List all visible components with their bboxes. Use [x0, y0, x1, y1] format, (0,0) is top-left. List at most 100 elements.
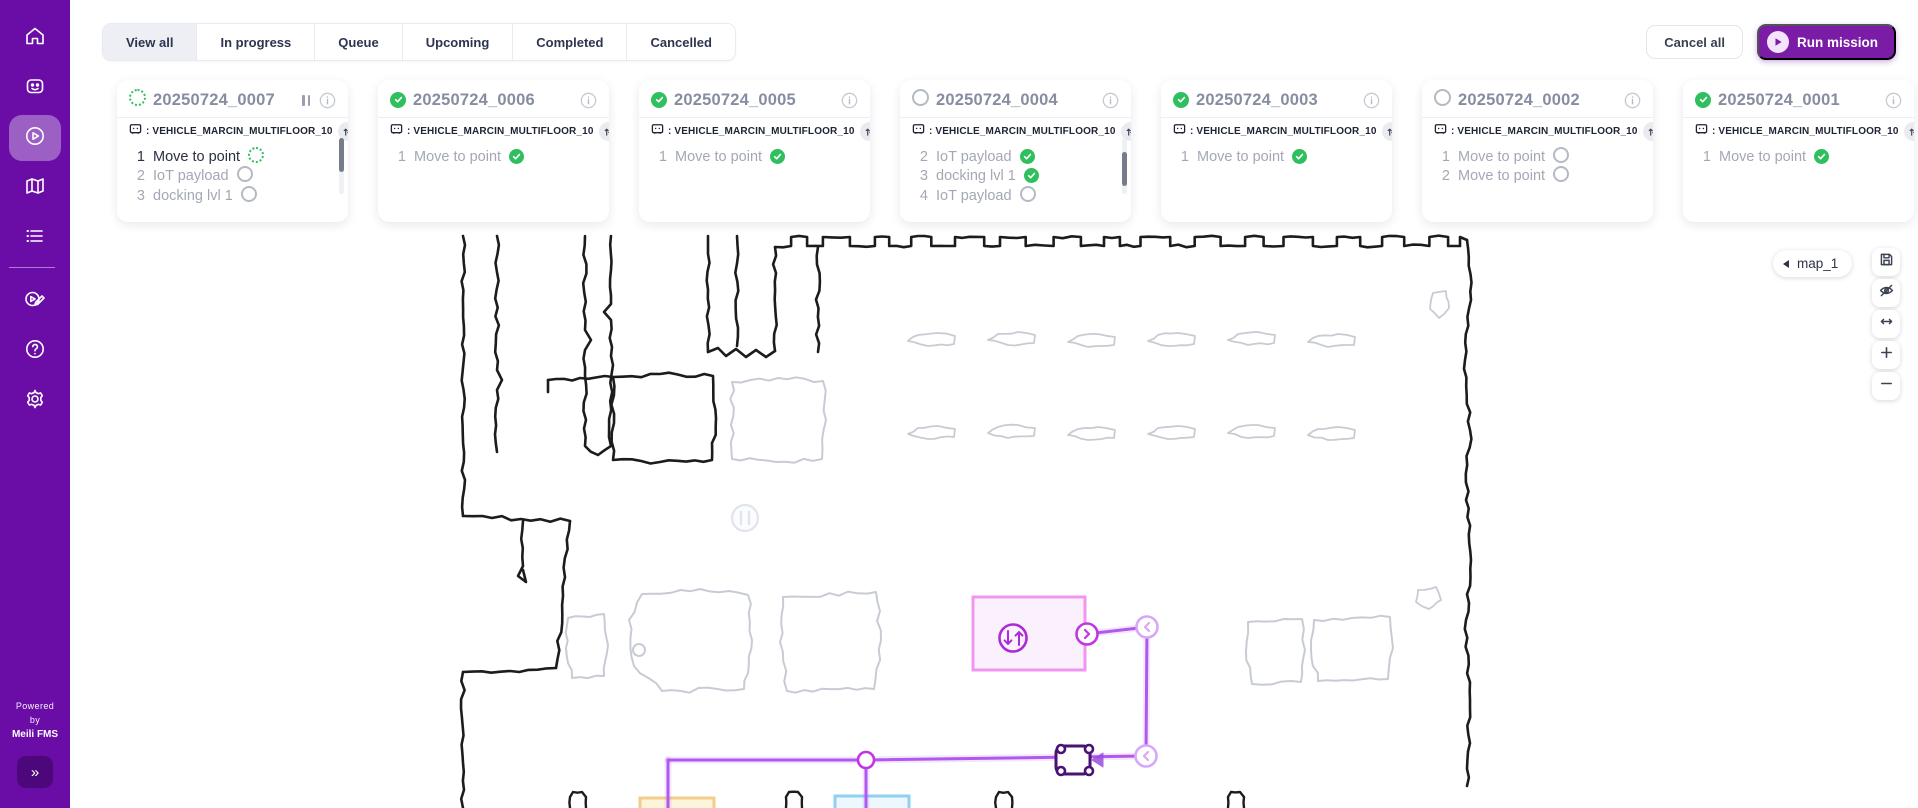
mission-status-icon	[912, 89, 929, 111]
map-zones[interactable]	[638, 794, 911, 808]
mission-step: 1 Move to point	[657, 147, 858, 167]
map-furniture	[564, 290, 1450, 694]
mission-steps-list: 1 Move to point	[1695, 147, 1902, 167]
mission-steps-list: 1 Move to point 2 IoT payload 3 docking …	[129, 146, 336, 206]
step-label: Move to point	[1719, 148, 1807, 165]
sidebar-expand-button[interactable]: »	[17, 756, 53, 788]
map-tool-save[interactable]	[1872, 248, 1900, 276]
info-icon[interactable]	[1102, 92, 1119, 109]
vehicle-icon	[129, 122, 142, 140]
step-label: IoT payload	[936, 187, 1012, 204]
vehicle-icon	[1695, 122, 1708, 140]
sidebar-item-home[interactable]	[9, 15, 61, 61]
reorder-badge-icon[interactable]	[599, 122, 609, 141]
mission-status-icon	[1434, 89, 1451, 111]
help-icon	[23, 337, 47, 366]
step-status-icon	[240, 185, 257, 206]
mission-card[interactable]: 20250724_0003 : VEHICLE_MARCIN_MULTIFLOO…	[1161, 80, 1392, 222]
step-status-icon	[509, 148, 525, 165]
reorder-badge-icon[interactable]	[1382, 122, 1392, 141]
path-node[interactable]	[1075, 622, 1099, 646]
reorder-badge-icon[interactable]	[338, 122, 348, 141]
reorder-badge-icon[interactable]	[860, 122, 870, 141]
info-icon[interactable]	[1363, 92, 1380, 109]
elevator-zone[interactable]	[971, 595, 1087, 672]
path-node[interactable]	[1135, 615, 1159, 639]
map-selector-button[interactable]: map_1	[1773, 250, 1853, 277]
step-status-icon	[1292, 148, 1308, 165]
reorder-badge-icon[interactable]	[1904, 122, 1914, 141]
sidebar-item-logs[interactable]	[9, 215, 61, 261]
vehicle-icon	[1434, 122, 1447, 140]
tab-completed[interactable]: Completed	[512, 24, 627, 60]
zone-orange	[638, 796, 716, 808]
tab-queue[interactable]: Queue	[314, 24, 402, 60]
sidebar-item-missions[interactable]	[9, 115, 61, 161]
robot-marker[interactable]	[1054, 743, 1104, 777]
mission-status-icon	[390, 91, 406, 109]
mission-card[interactable]: 20250724_0005 : VEHICLE_MARCIN_MULTIFLOO…	[639, 80, 870, 222]
tab-cancelled[interactable]: Cancelled	[626, 24, 735, 60]
step-label: Move to point	[1458, 148, 1546, 165]
card-scrollbar[interactable]	[339, 138, 344, 194]
sidebar-item-settings[interactable]	[9, 378, 61, 424]
step-number: 3	[136, 187, 145, 204]
vehicle-name: : VEHICLE_MARCIN_MULTIFLOOR_10	[146, 125, 333, 137]
tab-upcoming[interactable]: Upcoming	[401, 24, 513, 60]
path-node[interactable]	[1134, 744, 1158, 768]
sidebar-item-help[interactable]	[9, 328, 61, 374]
mission-card[interactable]: 20250724_0001 : VEHICLE_MARCIN_MULTIFLOO…	[1683, 80, 1914, 222]
pause-icon[interactable]	[302, 94, 310, 106]
sidebar-item-mission-recorder[interactable]	[9, 278, 61, 324]
mission-step: 2 IoT payload	[918, 147, 1119, 167]
map-tool-eye-off[interactable]	[1872, 279, 1900, 307]
info-icon[interactable]	[319, 92, 336, 109]
reorder-badge-icon[interactable]	[1121, 122, 1131, 141]
mission-steps-list: 1 Move to point	[1173, 147, 1380, 167]
play-circle-icon	[23, 124, 47, 153]
map-toolbar	[1872, 248, 1900, 400]
step-number: 1	[397, 148, 406, 165]
map-tool-fit-width[interactable]	[1872, 310, 1900, 338]
step-number: 2	[919, 148, 928, 165]
reorder-badge-icon[interactable]	[1643, 122, 1653, 141]
info-icon[interactable]	[580, 92, 597, 109]
mission-id: 20250724_0007	[153, 90, 275, 109]
play-icon	[1766, 31, 1789, 53]
info-icon[interactable]	[1624, 92, 1641, 109]
elevator-icon	[998, 623, 1028, 653]
mission-card[interactable]: 20250724_0006 : VEHICLE_MARCIN_MULTIFLOO…	[378, 80, 609, 222]
list-icon	[23, 224, 47, 253]
map-tool-zoom-in[interactable]	[1872, 341, 1900, 369]
cancel-all-button[interactable]: Cancel all	[1646, 25, 1743, 59]
tab-view-all[interactable]: View all	[103, 24, 197, 60]
sidebar-item-vehicles[interactable]	[9, 65, 61, 111]
mission-filter-tabs: View all In progress Queue Upcoming Complete…	[102, 23, 736, 61]
mission-card[interactable]: 20250724_0004 : VEHICLE_MARCIN_MULTIFLOO…	[900, 80, 1131, 222]
mission-step: 1 Move to point	[1179, 147, 1380, 167]
step-status-icon	[248, 146, 265, 167]
vehicle-name: : VEHICLE_MARCIN_MULTIFLOOR_10	[1451, 125, 1638, 137]
step-label: Move to point	[414, 148, 502, 165]
info-icon[interactable]	[841, 92, 858, 109]
map-tool-zoom-out[interactable]	[1872, 372, 1900, 400]
info-icon[interactable]	[1885, 92, 1902, 109]
mission-card[interactable]: 20250724_0007 : VEHICLE_MARCIN_MULTIFLOO…	[117, 80, 348, 222]
step-label: Move to point	[675, 148, 763, 165]
gear-icon	[23, 387, 47, 416]
run-mission-button[interactable]: Run mission	[1756, 24, 1896, 60]
vehicle-icon	[651, 122, 664, 140]
mission-id: 20250724_0005	[674, 90, 796, 109]
mission-card[interactable]: 20250724_0002 : VEHICLE_MARCIN_MULTIFLOO…	[1422, 80, 1653, 222]
path-node[interactable]	[856, 750, 876, 770]
mission-step: 3 docking lvl 1	[135, 185, 336, 206]
sidebar-item-maps[interactable]	[9, 165, 61, 211]
sidebar-divider	[9, 267, 55, 268]
card-scrollbar[interactable]	[1122, 138, 1127, 194]
tab-in-progress[interactable]: In progress	[196, 24, 315, 60]
eye-off-icon	[1878, 282, 1895, 304]
step-status-icon	[1023, 168, 1039, 184]
step-status-icon	[1553, 166, 1570, 186]
mission-id: 20250724_0003	[1196, 90, 1318, 109]
